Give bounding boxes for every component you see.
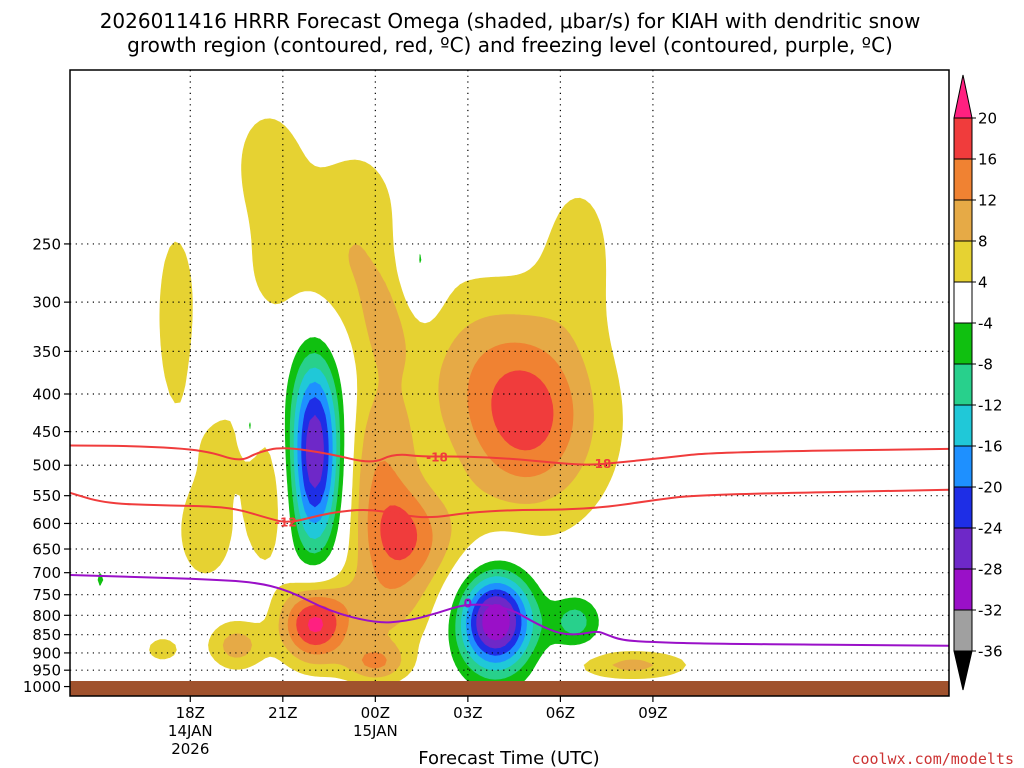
colorbar-label-7: -12 (978, 397, 1003, 415)
y-tick-label-700: 700 (32, 564, 61, 582)
colorbar-box-12 (953, 609, 973, 652)
contour-label-2: -12 (275, 515, 297, 529)
chart-title-line2: growth region (contoured, red, ºC) and f… (127, 33, 893, 57)
colorbar-label-13: -36 (978, 643, 1003, 661)
credit-text: coolwx.com/modelts (851, 750, 1014, 768)
omega-band--28 (482, 603, 510, 641)
colorbar-box-0 (953, 117, 973, 160)
x-tick-label-03Z: 03Z (453, 704, 482, 722)
y-tick-label-950: 950 (32, 662, 61, 680)
x-tick-sub-18Z: 14JAN (168, 722, 213, 740)
colorbar-label-11: -28 (978, 561, 1003, 579)
temperature-contours: -18 -18 -12 0 (70, 444, 949, 647)
contour--18-0 (70, 444, 949, 466)
colorbar-label-0: 20 (978, 110, 997, 128)
colorbar-box-1 (953, 158, 973, 201)
y-tick-label-550: 550 (32, 487, 61, 505)
colorbar-box-8 (953, 445, 973, 488)
colorbar: 20 16 12 8 4 -4 -8 -12 -16 -20 -24 -28 -32 -36 (953, 74, 1003, 691)
plot-area: -18 -18 -12 0 (70, 70, 949, 696)
colorbar-box-4 (953, 281, 973, 324)
colorbar-box-2 (953, 199, 973, 242)
y-tick-label-900: 900 (32, 644, 61, 662)
chart-title-line1: 2026011416 HRRR Forecast Omega (shaded, … (100, 9, 921, 33)
contour-label-1: -18 (590, 457, 612, 471)
contour--12-1 (70, 488, 949, 523)
y-tick-label-800: 800 (32, 607, 61, 625)
y-tick-label-400: 400 (32, 385, 61, 403)
colorbar-bottom-arrow (953, 650, 973, 691)
colorbar-label-12: -32 (978, 602, 1003, 620)
colorbar-box-6 (953, 363, 973, 406)
x-axis-label: Forecast Time (UTC) (418, 748, 599, 768)
x-tick-label-21Z: 21Z (268, 704, 297, 722)
y-tick-label-300: 300 (32, 294, 61, 312)
x-tick-label-09Z: 09Z (638, 704, 667, 722)
y-tick-label-250: 250 (32, 235, 61, 253)
contour-label-3: 0 (464, 597, 472, 611)
colorbar-label-1: 16 (978, 151, 997, 169)
colorbar-label-4: 4 (978, 274, 988, 292)
colorbar-box-9 (953, 486, 973, 529)
colorbar-label-8: -16 (978, 438, 1003, 456)
x-tick-sub-00Z: 15JAN (353, 722, 398, 740)
colorbar-box-7 (953, 404, 973, 447)
plot-frame (69, 69, 950, 697)
colorbar-label-2: 12 (978, 192, 997, 210)
y-axis: 2503003504004505005506006507007508008509… (23, 235, 70, 696)
x-tick-label-18Z: 18Z (176, 704, 205, 722)
ground-surface (70, 681, 949, 696)
y-tick-label-850: 850 (32, 626, 61, 644)
colorbar-box-3 (953, 240, 973, 283)
colorbar-top-arrow (953, 74, 973, 119)
y-tick-label-350: 350 (32, 343, 61, 361)
x-tick-label-06Z: 06Z (546, 704, 575, 722)
y-tick-label-750: 750 (32, 586, 61, 604)
x-tick-label-00Z: 00Z (361, 704, 390, 722)
colorbar-box-11 (953, 568, 973, 611)
colorbar-box-10 (953, 527, 973, 570)
colorbar-label-3: 8 (978, 233, 988, 251)
omega-band-16 (296, 370, 554, 646)
omega-band-20 (307, 616, 324, 633)
x-tick-year-18Z: 2026 (171, 740, 209, 758)
colorbar-label-6: -8 (978, 356, 993, 374)
colorbar-label-9: -20 (978, 479, 1003, 497)
y-tick-label-600: 600 (32, 515, 61, 533)
y-tick-label-500: 500 (32, 457, 61, 475)
colorbar-label-5: -4 (978, 315, 993, 333)
y-tick-label-1000: 1000 (23, 678, 61, 696)
colorbar-label-10: -24 (978, 520, 1003, 538)
contour-0-2 (70, 574, 949, 647)
colorbar-box-5 (953, 322, 973, 365)
y-tick-label-650: 650 (32, 541, 61, 559)
contour-label-0: -18 (426, 450, 448, 464)
y-tick-label-450: 450 (32, 423, 61, 441)
